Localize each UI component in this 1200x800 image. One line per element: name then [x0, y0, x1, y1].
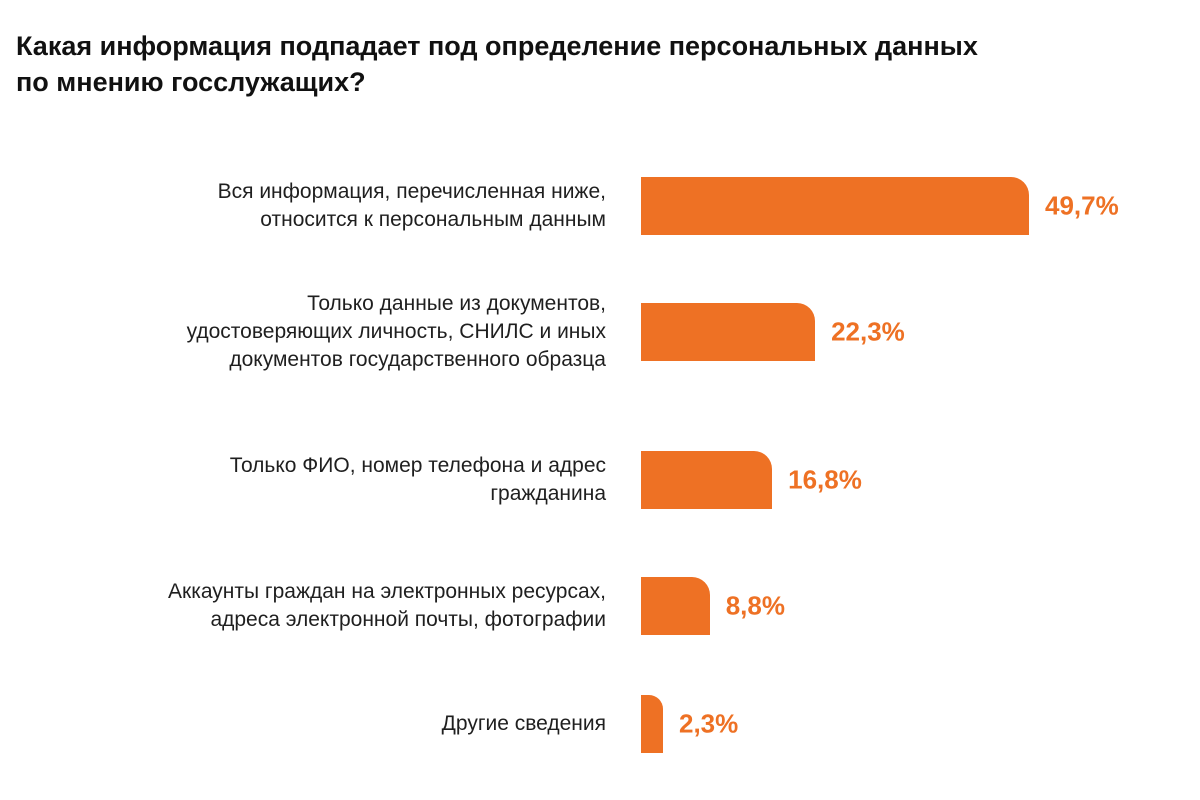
value-label: 8,8% [725, 590, 785, 621]
bar [641, 695, 663, 753]
category-label: Только данные из документов, удостоверяющ… [46, 290, 606, 374]
category-label-line: гражданина [490, 482, 606, 505]
value-label: 49,7% [1045, 190, 1119, 221]
bar [641, 577, 710, 635]
category-label-line: документов государственного образца [229, 348, 606, 371]
category-label-line: относится к персональным данным [260, 208, 606, 231]
category-label: Другие сведения [46, 710, 606, 738]
value-label: 16,8% [788, 464, 862, 495]
bar [641, 303, 816, 361]
category-label: Вся информация, перечисленная ниже, относ… [46, 178, 606, 234]
category-label-line: Другие сведения [441, 712, 606, 735]
category-label-line: Вся информация, перечисленная ниже, [217, 180, 606, 203]
bar [641, 177, 1029, 235]
category-label-line: Только данные из документов, [307, 292, 606, 315]
category-label-line: адреса электронной почты, фотографии [210, 608, 606, 631]
category-label: Только ФИО, номер телефона и адрес гражда… [46, 452, 606, 508]
value-label: 22,3% [831, 316, 905, 347]
bar [641, 451, 773, 509]
chart-title: Какая информация подпадает под определен… [16, 31, 978, 97]
category-label: Аккаунты граждан на электронных ресурсах… [46, 578, 606, 634]
category-label-line: Аккаунты граждан на электронных ресурсах… [168, 580, 606, 603]
category-label-line: Только ФИО, номер телефона и адрес [229, 454, 606, 477]
value-label: 2,3% [679, 708, 739, 739]
category-label-line: удостоверяющих личность, СНИЛС и иных [186, 320, 606, 343]
